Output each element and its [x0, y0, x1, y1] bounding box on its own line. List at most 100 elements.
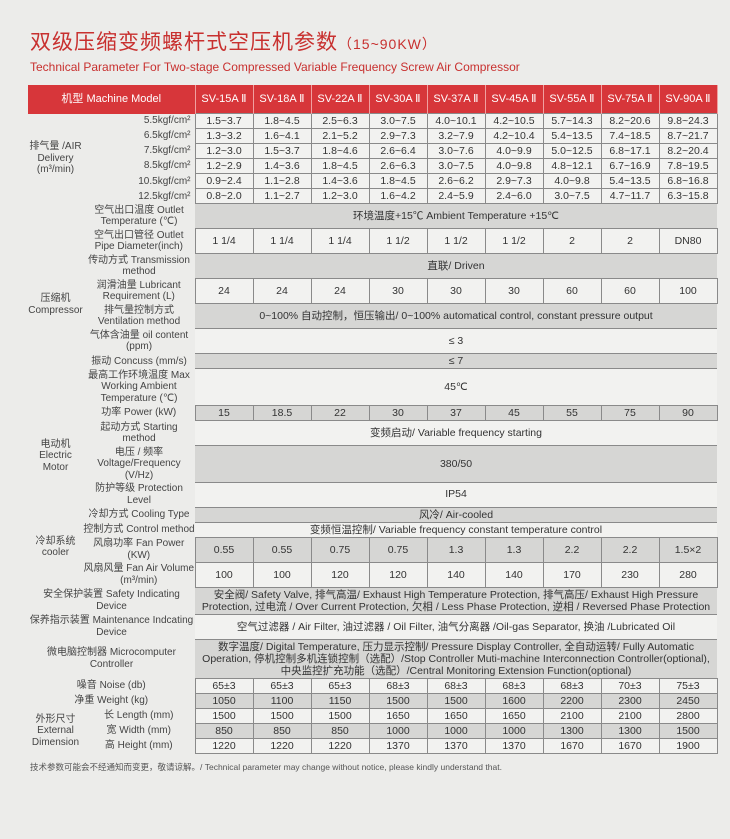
value-cell: 90 — [658, 404, 718, 422]
value-cell: 65±3 — [310, 677, 370, 695]
value-cell: 1370 — [368, 738, 428, 755]
value-cell: 1.5×2 — [658, 536, 718, 563]
value-cell: 7.8~19.5 — [658, 158, 718, 175]
value-cell: 30 — [368, 278, 428, 305]
spec-row: 最高工作环境温度 Max Working Ambient Temperature… — [28, 368, 717, 406]
group-label: 冷却系统 cooler — [28, 507, 83, 588]
value-cell: 4.0~10.1 — [426, 112, 486, 130]
spec-row: 电压 / 频率 Voltage/Frequency (V/Hz) 380/50 — [28, 445, 717, 483]
pressure-label: 7.5kgf/cm² — [143, 145, 191, 157]
spec-row: 传动方式 Transmission method 直联/ Driven — [28, 253, 717, 280]
value-cell: 1.1~2.8 — [252, 173, 312, 190]
air-delivery-row: 排气量 /AIR Delivery (m³/min) 5.5kgf/cm² 1.5~… — [28, 112, 718, 204]
value-cell: 120 — [368, 561, 428, 588]
model-header: SV-75A Ⅱ — [601, 85, 660, 114]
value-cell: 1650 — [426, 708, 486, 725]
value-cell: 1 1/2 — [368, 228, 428, 255]
value-cell: 1.2~3.0 — [194, 143, 254, 160]
value-cell: 1.6~4.2 — [368, 188, 428, 205]
value-cell: 3.0~7.6 — [426, 143, 486, 160]
value-cell: 8.7~21.7 — [658, 128, 718, 145]
value-cell: 6.3~15.8 — [658, 188, 718, 205]
value-cell: 1.3 — [426, 536, 486, 563]
value-cell: 1220 — [252, 738, 312, 755]
value-cell: 60 — [542, 278, 602, 305]
value-cell: 1220 — [194, 738, 254, 755]
spec-row: 气体含油量 oil content (ppm) ≤ 3 — [28, 328, 717, 355]
value-cell: 70±3 — [600, 677, 660, 695]
value-cell: 3.0~7.5 — [368, 112, 428, 130]
value-cell: 1.5~3.7 — [252, 143, 312, 160]
value-cell: 2.2 — [600, 536, 660, 563]
value-cell: 1370 — [484, 738, 544, 755]
spec-row: 净重 Weight (kg) 1050 1100 1150 1500 1500 1600 22… — [28, 692, 718, 710]
air-delivery-row: 7.5kgf/cm² 1.2~3.0 1.5~3.7 1.8~4.6 2.6~6.4 3.… — [28, 143, 718, 160]
value-cell: 120 — [310, 561, 370, 588]
row-label: 风扇风量 Fan Air Volume (m³/min) — [83, 563, 195, 586]
value-cell: 24 — [194, 278, 254, 305]
row-label: 高 Height (mm) — [104, 740, 173, 752]
value-cell: 0.9~2.4 — [194, 173, 254, 190]
row-label: 空气出口管径 Outlet Pipe Diameter(inch) — [94, 229, 184, 253]
value-cell: 1650 — [368, 708, 428, 725]
value-cell: 1.8~4.5 — [252, 112, 312, 130]
spec-row: 起动方式 Starting method 变频启动/ Variable frequ… — [28, 420, 717, 446]
value-cell: 1.8~4.5 — [310, 158, 370, 175]
span-value: 直联/ Driven — [195, 253, 717, 280]
value-cell: 5.0~12.5 — [542, 143, 602, 160]
value-cell: 37 — [426, 404, 486, 422]
pressure-label: 12.5kgf/cm² — [138, 190, 191, 202]
value-cell: 65±3 — [252, 677, 312, 695]
value-cell: 850 — [194, 723, 254, 740]
value-cell: 1500 — [658, 723, 718, 740]
spec-row: 外形尺寸 External Dimension 长 Length (mm) 1500… — [28, 708, 718, 754]
value-cell: 1 1/2 — [426, 228, 486, 255]
value-cell: 1 1/4 — [194, 228, 254, 255]
spec-row: 宽 Width (mm) 850 850 850 1000 1000 1000 1300 130… — [28, 723, 718, 740]
pressure-label: 6.5kgf/cm² — [143, 130, 191, 142]
span-value: 380/50 — [195, 445, 717, 483]
value-cell: 65±3 — [194, 677, 254, 695]
value-cell: 8.2~20.4 — [658, 143, 718, 160]
value-cell: 30 — [484, 278, 544, 305]
span-value: 0~100% 自动控制，恒压输出/ 0~100% automatical con… — [195, 303, 717, 330]
row-label: 微电脑控制器 Microcomputer Controller — [47, 647, 176, 670]
value-cell: 2.1~5.2 — [310, 128, 370, 145]
value-cell: 5.4~13.5 — [542, 128, 602, 145]
value-cell: 4.0~9.8 — [484, 158, 544, 175]
pressure-label: 10.5kgf/cm² — [138, 175, 191, 187]
row-label: 振动 Concuss (mm/s) — [91, 355, 187, 367]
span-value: 45℃ — [195, 368, 717, 406]
spec-row: 高 Height (mm) 1220 1220 1220 1370 1370 1370 167… — [28, 738, 718, 755]
value-cell: 1000 — [426, 723, 486, 740]
value-cell: 2.9~7.3 — [484, 173, 544, 190]
value-cell: 0.75 — [368, 536, 428, 563]
value-cell: 1670 — [600, 738, 660, 755]
model-header: SV-18A Ⅱ — [253, 85, 312, 114]
value-cell: 1.4~3.6 — [252, 158, 312, 175]
value-cell: 6.7~16.9 — [600, 158, 660, 175]
value-cell: 60 — [600, 278, 660, 305]
value-cell: 140 — [426, 561, 486, 588]
value-cell: 15 — [194, 404, 254, 422]
spec-row: 冷却系统 cooler 冷却方式 Cooling Type 风冷/ Air-cool… — [28, 506, 717, 588]
value-cell: 0.8~2.0 — [194, 188, 254, 205]
model-header: SV-37A Ⅱ — [427, 85, 486, 114]
value-cell: 1.4~3.6 — [310, 173, 370, 190]
span-value: 空气过滤器 / Air Filter, 油过滤器 / Oil Filter, 油… — [195, 613, 717, 640]
value-cell: 1650 — [484, 708, 544, 725]
value-cell: 2450 — [658, 692, 718, 710]
value-cell: 1670 — [542, 738, 602, 755]
value-cell: 1.3~3.2 — [194, 128, 254, 145]
value-cell: 4.2~10.4 — [484, 128, 544, 145]
value-cell: 4.8~12.1 — [542, 158, 602, 175]
model-header: SV-15A Ⅱ — [195, 85, 254, 114]
spec-row: 排气量控制方式 Ventilation method 0~100% 自动控制，恒压… — [28, 303, 717, 330]
spec-row: 空气出口管径 Outlet Pipe Diameter(inch) 1 1/4 1 … — [28, 228, 718, 255]
model-header: SV-45A Ⅱ — [485, 85, 544, 114]
value-cell: 2100 — [542, 708, 602, 725]
model-header: SV-55A Ⅱ — [543, 85, 602, 114]
value-cell: 1500 — [368, 692, 428, 710]
value-cell: 850 — [252, 723, 312, 740]
value-cell: 1500 — [310, 708, 370, 725]
